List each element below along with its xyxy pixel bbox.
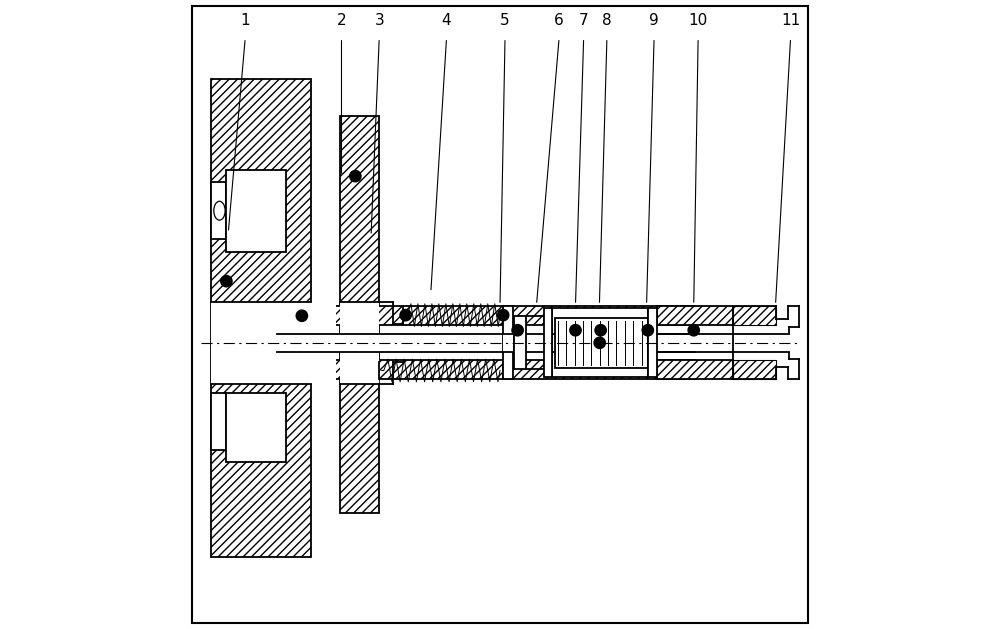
Bar — [514, 316, 526, 369]
Circle shape — [512, 325, 523, 336]
Circle shape — [400, 309, 411, 321]
Bar — [552, 308, 648, 377]
Bar — [340, 302, 379, 384]
Bar — [277, 360, 695, 379]
Text: 8: 8 — [602, 13, 612, 28]
Bar — [648, 308, 657, 377]
Circle shape — [595, 325, 606, 336]
Circle shape — [594, 337, 605, 348]
Text: 6: 6 — [554, 13, 564, 28]
Text: 9: 9 — [649, 13, 659, 28]
Circle shape — [688, 325, 699, 336]
Bar — [657, 306, 733, 325]
Bar — [657, 360, 733, 379]
Bar — [544, 308, 552, 377]
Circle shape — [642, 325, 653, 336]
Text: 1: 1 — [240, 13, 250, 28]
Circle shape — [497, 309, 509, 321]
Bar — [211, 182, 226, 239]
Bar — [211, 79, 311, 557]
Circle shape — [570, 325, 581, 336]
Bar — [277, 306, 695, 325]
Circle shape — [350, 170, 361, 182]
Text: 3: 3 — [374, 13, 384, 28]
Bar — [211, 302, 336, 384]
Bar — [226, 170, 286, 252]
Text: 11: 11 — [781, 13, 800, 28]
Bar — [340, 116, 379, 513]
Bar — [733, 334, 791, 352]
Bar — [211, 393, 226, 450]
Bar — [277, 334, 695, 352]
Text: 10: 10 — [689, 13, 708, 28]
Circle shape — [296, 310, 308, 321]
Bar — [503, 306, 513, 379]
Circle shape — [221, 276, 232, 287]
Text: 5: 5 — [500, 13, 510, 28]
Bar — [733, 306, 776, 325]
Text: 7: 7 — [579, 13, 588, 28]
Bar — [226, 393, 286, 462]
Bar — [555, 318, 648, 368]
Ellipse shape — [214, 201, 225, 220]
Text: 4: 4 — [442, 13, 451, 28]
Bar — [733, 360, 776, 379]
Bar — [503, 334, 513, 352]
Text: 2: 2 — [337, 13, 346, 28]
